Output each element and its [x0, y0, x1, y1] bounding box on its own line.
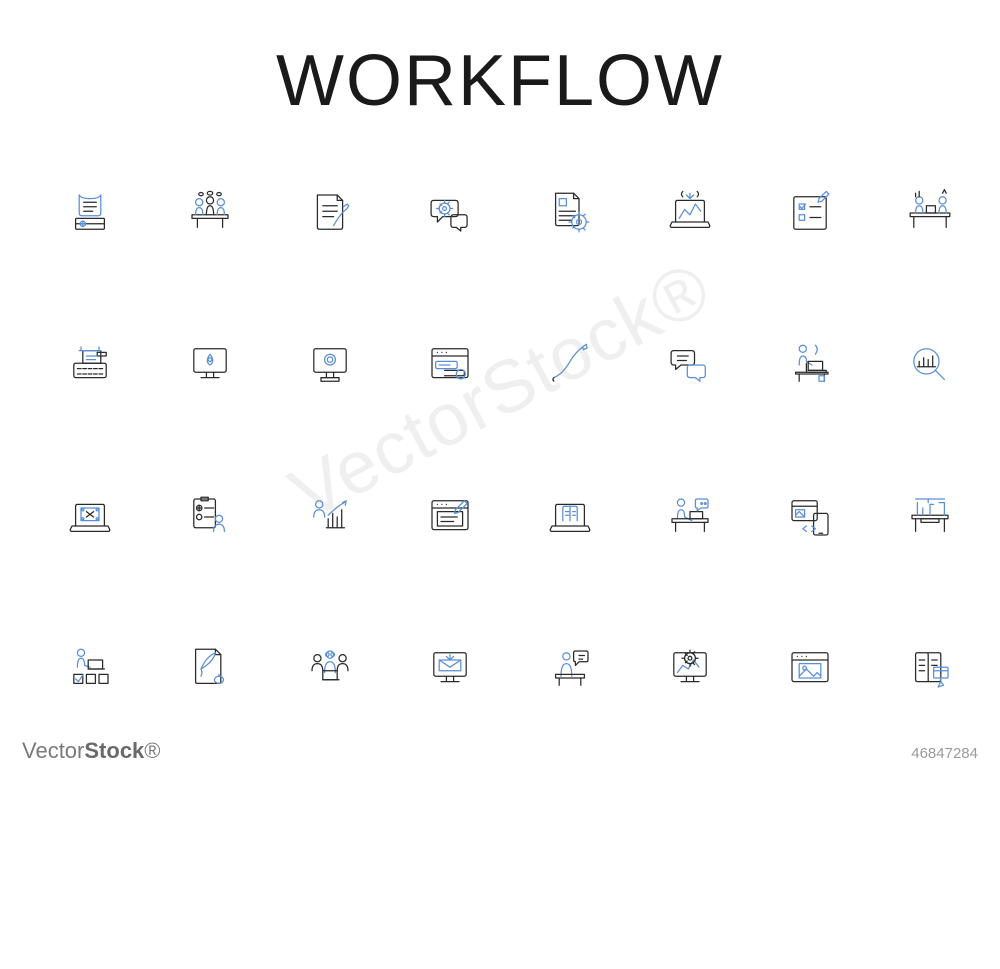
- certificate-icon: [60, 183, 120, 243]
- browser-write-icon: [420, 487, 480, 547]
- laptop-design-icon: [60, 487, 120, 547]
- sign-document-icon: [300, 183, 360, 243]
- search-analytics-icon: [900, 335, 960, 395]
- checklist-edit-icon: [780, 183, 840, 243]
- image-id: 46847284: [911, 745, 978, 762]
- desk-tools-icon: [900, 487, 960, 547]
- clipboard-user-icon: [180, 487, 240, 547]
- icon-grid: [60, 162, 940, 720]
- chat-gear-icon: [420, 183, 480, 243]
- icon-set-panel: WORKFLOW: [0, 0, 1000, 780]
- typewriter-icon: [60, 335, 120, 395]
- chat-bubbles-icon: [660, 335, 720, 395]
- monitor-gear-icon: [660, 639, 720, 699]
- monitor-link-icon: [300, 335, 360, 395]
- browser-image-icon: [780, 639, 840, 699]
- page-title: WORKFLOW: [276, 40, 724, 122]
- user-growth-icon: [300, 487, 360, 547]
- user-checklist-icon: [60, 639, 120, 699]
- person-laptop-icon: [780, 335, 840, 395]
- book-click-icon: [900, 639, 960, 699]
- brand-footer: VectorStock®: [22, 738, 161, 764]
- device-sync-icon: [780, 487, 840, 547]
- monitor-mail-icon: [420, 639, 480, 699]
- user-speech-icon: [540, 639, 600, 699]
- monitor-location-icon: [180, 335, 240, 395]
- laptop-book-icon: [540, 487, 600, 547]
- user-chat-desk-icon: [660, 487, 720, 547]
- quill-document-icon: [180, 639, 240, 699]
- meeting-icon: [180, 183, 240, 243]
- team-icon: [300, 639, 360, 699]
- document-gear-icon: [540, 183, 600, 243]
- fountain-pen-icon: [540, 335, 600, 395]
- workstation-icon: [900, 183, 960, 243]
- laptop-analytics-icon: [660, 183, 720, 243]
- browser-chat-icon: [420, 335, 480, 395]
